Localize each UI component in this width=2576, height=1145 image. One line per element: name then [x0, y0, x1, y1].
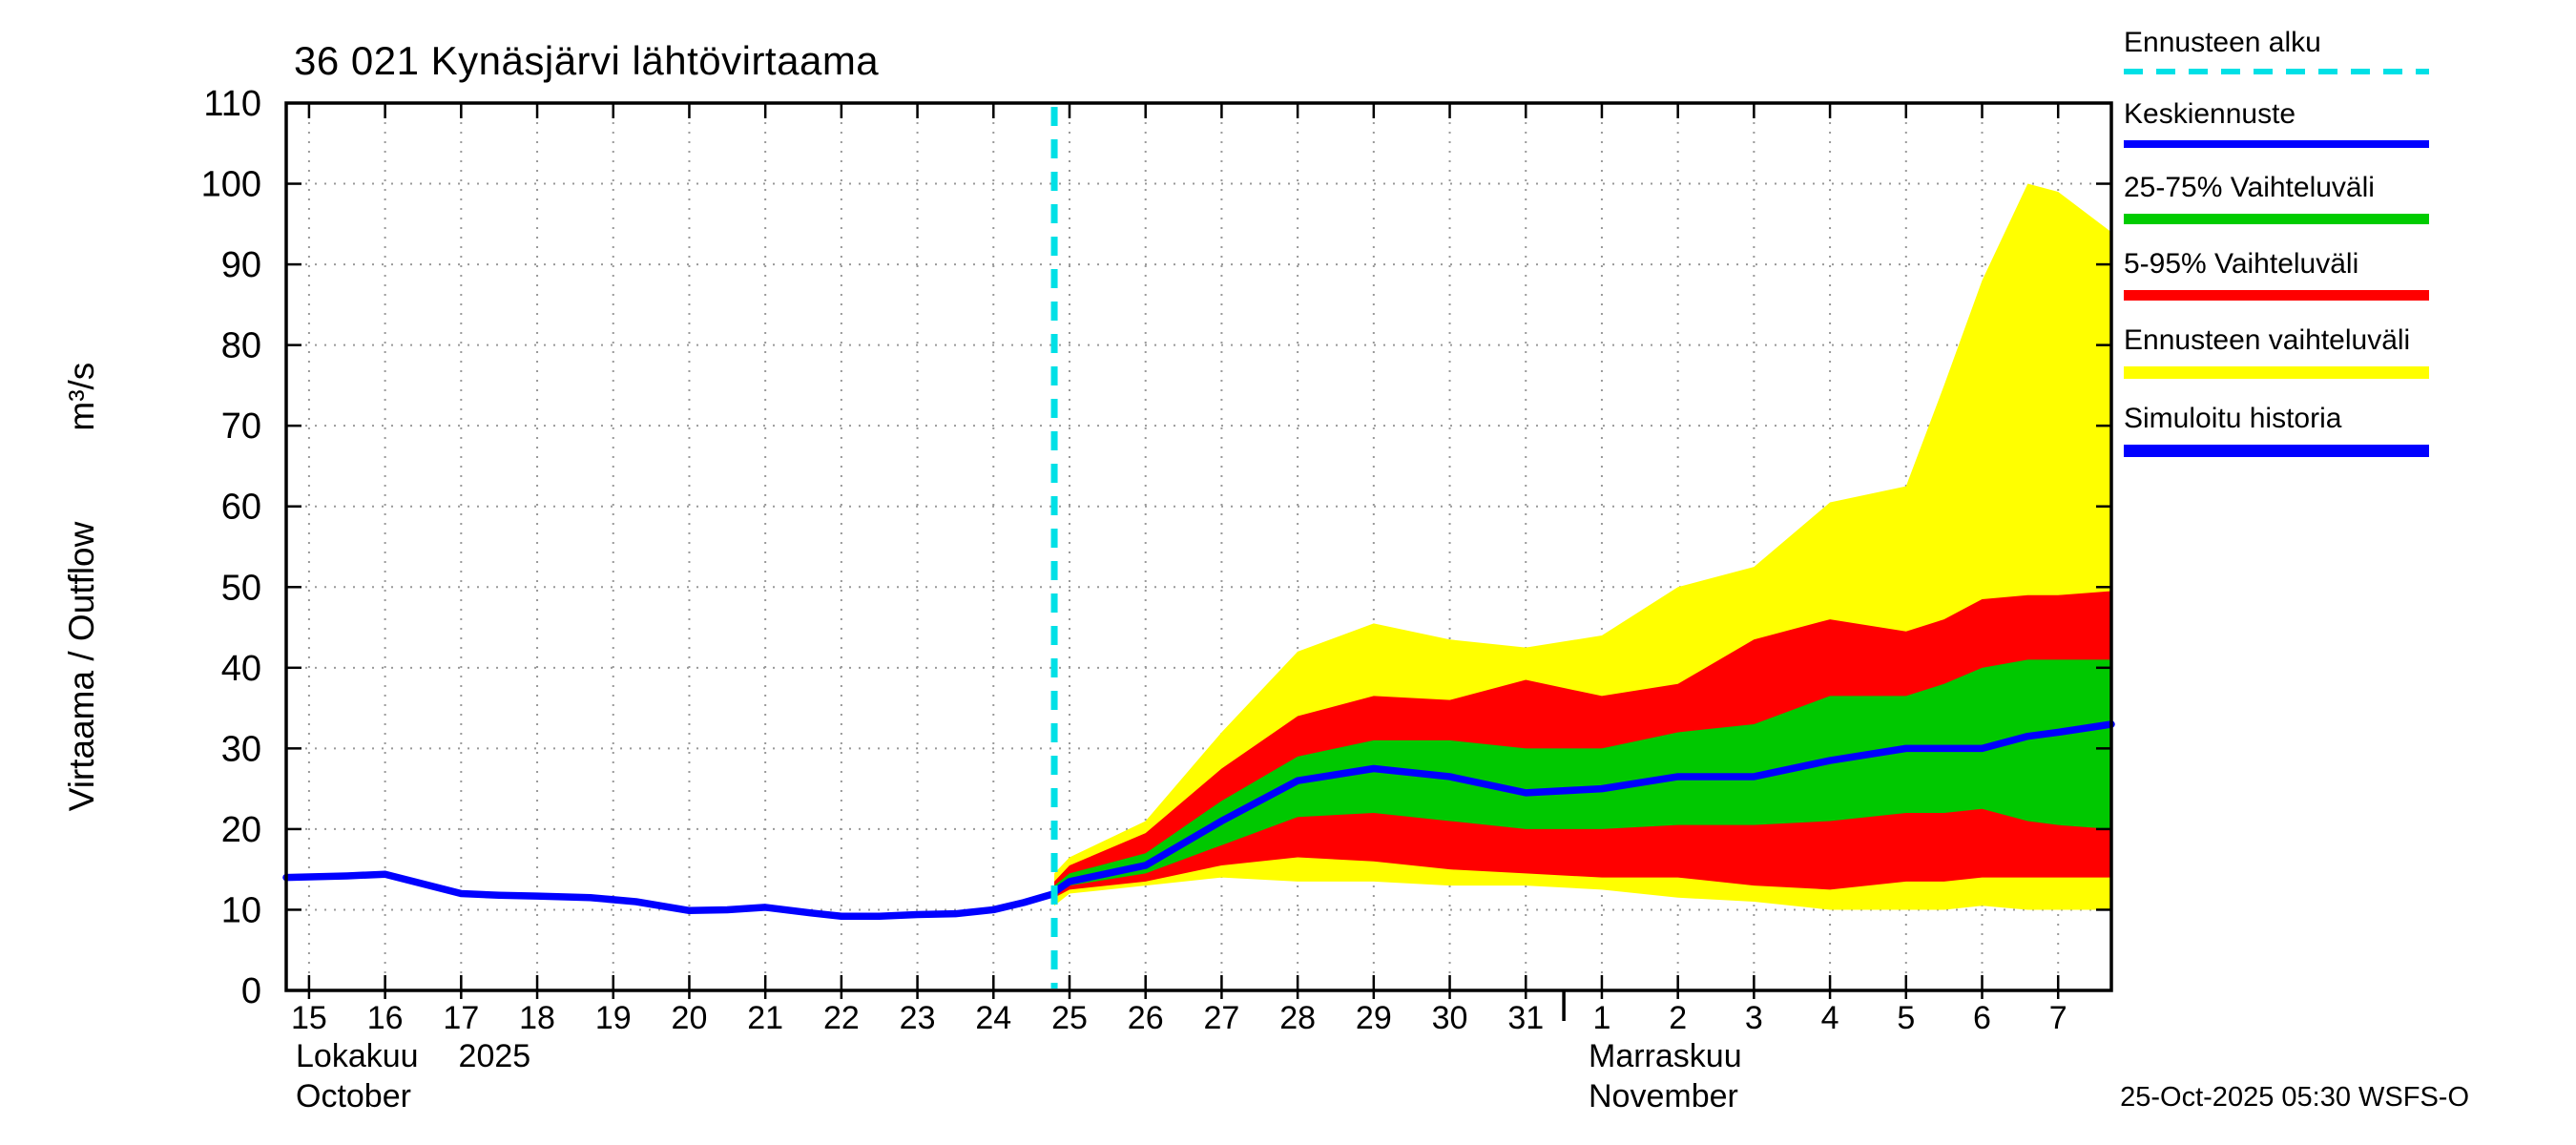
svg-text:20: 20 — [672, 1000, 708, 1036]
svg-text:17: 17 — [443, 1000, 479, 1036]
legend-line-forecast-start — [2124, 69, 2429, 74]
svg-text:10: 10 — [221, 890, 261, 930]
svg-text:110: 110 — [203, 84, 261, 124]
legend-line-5-95-range — [2124, 290, 2429, 301]
svg-text:21: 21 — [747, 1000, 783, 1036]
month-november-fi: Marraskuu — [1589, 1038, 1742, 1074]
month-october-year: 2025 — [458, 1038, 531, 1074]
legend-line-median-forecast — [2124, 140, 2429, 148]
month-label-october: Lokakuu 2025 October — [296, 1036, 530, 1116]
svg-text:30: 30 — [221, 729, 261, 769]
svg-text:18: 18 — [519, 1000, 555, 1036]
legend-label-simulated-history: Simuloitu historia — [2124, 403, 2342, 434]
legend-line-simulated-history — [2124, 445, 2429, 457]
svg-text:4: 4 — [1821, 1000, 1839, 1036]
chart-title: 36 021 Kynäsjärvi lähtövirtaama — [294, 38, 880, 83]
month-november-en: November — [1589, 1078, 1738, 1114]
history-line — [282, 870, 1058, 920]
y-tick-labels: 0 10 20 30 40 50 60 70 80 90 100 110 — [201, 84, 261, 1011]
legend-item-forecast-range: Ennusteen vaihteluväli — [2124, 324, 2448, 379]
forecast-bands — [1054, 183, 2111, 910]
svg-text:5: 5 — [1897, 1000, 1915, 1036]
legend-label-median-forecast: Keskiennuste — [2124, 98, 2296, 130]
svg-text:29: 29 — [1356, 1000, 1392, 1036]
svg-text:15: 15 — [291, 1000, 327, 1036]
median-forecast-line — [1050, 720, 2115, 896]
svg-text:7: 7 — [2049, 1000, 2067, 1036]
axis-ticks — [286, 101, 2111, 1021]
svg-text:31: 31 — [1507, 1000, 1544, 1036]
y-axis-title: Virtaama / Outflow — [62, 521, 101, 812]
svg-text:19: 19 — [595, 1000, 632, 1036]
legend-line-forecast-range — [2124, 366, 2429, 379]
legend-label-25-75-range: 25-75% Vaihteluväli — [2124, 172, 2375, 203]
legend-item-5-95-range: 5-95% Vaihteluväli — [2124, 248, 2448, 301]
svg-text:25: 25 — [1051, 1000, 1088, 1036]
svg-text:26: 26 — [1128, 1000, 1164, 1036]
svg-text:90: 90 — [221, 245, 261, 285]
legend-item-forecast-start: Ennusteen alku — [2124, 27, 2448, 74]
svg-text:22: 22 — [823, 1000, 860, 1036]
legend-line-25-75-range — [2124, 214, 2429, 224]
svg-text:30: 30 — [1432, 1000, 1468, 1036]
timestamp: 25-Oct-2025 05:30 WSFS-O — [2120, 1082, 2469, 1113]
svg-text:70: 70 — [221, 406, 261, 447]
svg-text:1: 1 — [1592, 1000, 1610, 1036]
svg-text:3: 3 — [1745, 1000, 1763, 1036]
svg-text:40: 40 — [221, 649, 261, 689]
month-october-fi: Lokakuu 2025 — [296, 1036, 530, 1076]
month-label-november: Marraskuu November — [1589, 1036, 1742, 1116]
y-axis-label: Virtaama / Outflow m³/s — [62, 363, 102, 812]
svg-text:27: 27 — [1203, 1000, 1239, 1036]
legend-item-median-forecast: Keskiennuste — [2124, 98, 2448, 148]
month-october-name: Lokakuu — [296, 1038, 419, 1074]
band-band_red — [1054, 591, 2111, 898]
legend-label-forecast-range: Ennusteen vaihteluväli — [2124, 324, 2411, 356]
legend-item-simulated-history: Simuloitu historia — [2124, 403, 2448, 457]
svg-text:80: 80 — [221, 326, 261, 366]
svg-text:6: 6 — [1973, 1000, 1991, 1036]
svg-text:2: 2 — [1669, 1000, 1687, 1036]
legend-item-25-75-range: 25-75% Vaihteluväli — [2124, 172, 2448, 224]
plot-frame — [284, 101, 2113, 992]
svg-text:24: 24 — [975, 1000, 1011, 1036]
svg-text:50: 50 — [221, 568, 261, 608]
svg-text:20: 20 — [221, 810, 261, 850]
svg-text:23: 23 — [900, 1000, 936, 1036]
svg-text:60: 60 — [221, 488, 261, 528]
svg-text:28: 28 — [1279, 1000, 1316, 1036]
y-axis-unit: m³/s — [62, 362, 101, 431]
svg-text:16: 16 — [367, 1000, 404, 1036]
band-band_green — [1054, 659, 2111, 894]
legend-label-5-95-range: 5-95% Vaihteluväli — [2124, 248, 2359, 280]
legend: Ennusteen alku Keskiennuste 25-75% Vaiht… — [2124, 27, 2448, 481]
legend-label-forecast-start: Ennusteen alku — [2124, 27, 2321, 58]
svg-text:100: 100 — [201, 165, 261, 205]
month-october-en: October — [296, 1078, 411, 1114]
svg-text:0: 0 — [241, 971, 261, 1011]
x-tick-labels: 15 16 17 18 19 20 21 22 23 24 25 26 27 28 29 30 31 1 2 3 4 5 6… — [291, 1000, 2067, 1036]
